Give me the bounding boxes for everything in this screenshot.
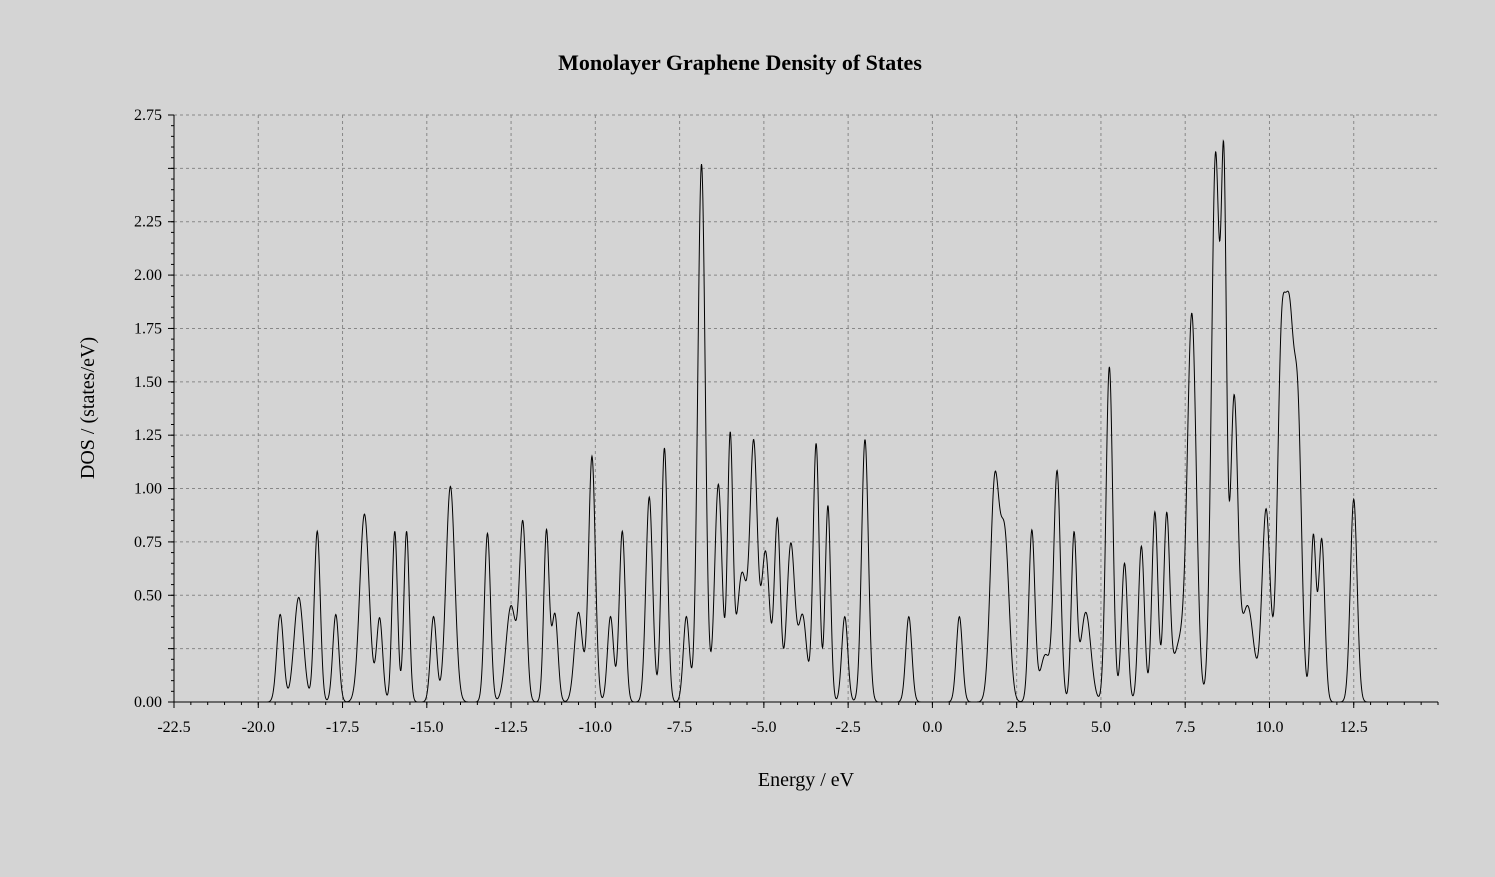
dos-series-line — [244, 139, 1391, 703]
tick-labels-layer: -22.5 -20.0 -17.5 -15.0 -12.5 -10.0 -7.5 -5.0 -2… — [134, 107, 1368, 736]
y-tick-label: 0.75 — [134, 534, 162, 551]
x-tick-label: 10.0 — [1255, 719, 1283, 736]
y-tick-label: 0.00 — [134, 694, 162, 711]
x-tick-label: -20.0 — [242, 719, 275, 736]
chart-title: Monolayer Graphene Density of States — [558, 50, 922, 75]
x-tick-label: -17.5 — [326, 719, 359, 736]
y-tick-label: 1.25 — [134, 427, 162, 444]
y-tick-label: 2.00 — [134, 267, 162, 284]
y-tick-label: 1.50 — [134, 374, 162, 391]
x-tick-label: -22.5 — [157, 719, 190, 736]
x-tick-label: -15.0 — [410, 719, 443, 736]
x-tick-label: -10.0 — [579, 719, 612, 736]
x-tick-label: -12.5 — [494, 719, 527, 736]
x-tick-label: -2.5 — [835, 719, 860, 736]
y-tick-label: 1.00 — [134, 481, 162, 498]
y-tick-label: 2.75 — [134, 107, 162, 124]
x-tick-label: 5.0 — [1091, 719, 1111, 736]
axes-layer — [168, 114, 1439, 708]
x-tick-label: 2.5 — [1007, 719, 1027, 736]
x-tick-label: 0.0 — [922, 719, 942, 736]
x-tick-label: -5.0 — [751, 719, 776, 736]
y-tick-label: 2.25 — [134, 214, 162, 231]
x-axis-label: Energy / eV — [758, 769, 855, 791]
series-layer — [244, 139, 1391, 703]
y-axis-label: DOS / (states/eV) — [77, 337, 99, 479]
x-tick-label: -7.5 — [667, 719, 692, 736]
y-tick-label: 0.50 — [134, 587, 162, 604]
x-tick-label: 7.5 — [1175, 719, 1195, 736]
grid-layer — [174, 114, 1438, 702]
x-tick-label: 12.5 — [1340, 719, 1368, 736]
y-tick-label: 1.75 — [134, 320, 162, 337]
